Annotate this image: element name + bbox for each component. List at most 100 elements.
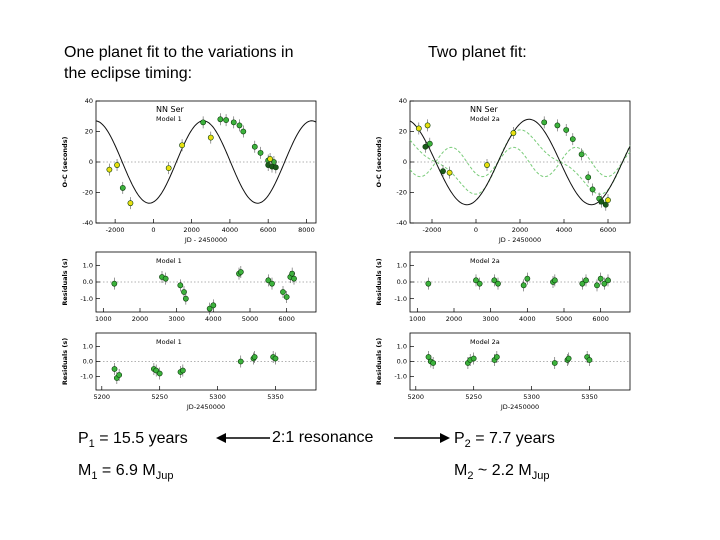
left-oc-chart: -2000 0 2000 4000 6000 8000 -40 -20 0 20 40 JD - 24… <box>61 97 317 244</box>
data-point-green <box>551 277 558 284</box>
chart-subtitle: Model 2a <box>470 257 500 265</box>
y-tick-label: -40 <box>82 219 93 227</box>
y-tick-label: 0 <box>403 158 407 166</box>
data-point-green <box>240 128 247 135</box>
data-point-yellow <box>179 142 185 149</box>
data-point-green <box>495 280 501 287</box>
right-res1-chart: 1000 2000 3000 4000 5000 6000 -1.0 0.0 1.0 Residu… <box>375 251 631 323</box>
data-point-dark <box>422 143 429 150</box>
chart-subtitle: Model 1 <box>156 115 182 123</box>
data-point-green <box>491 277 498 284</box>
right-res1-panel: 1000 2000 3000 4000 5000 6000 -1.0 0.0 1.0 Residu… <box>372 246 636 331</box>
chart-subtitle: Model 1 <box>156 257 182 265</box>
chart-title: NN Ser <box>156 105 185 114</box>
x-tick-label: 5000 <box>242 315 259 323</box>
data-point-dark <box>598 198 605 205</box>
chart-subtitle: Model 1 <box>156 338 182 346</box>
data-point-green <box>554 122 561 129</box>
data-point-yellow <box>484 162 490 168</box>
data-point-green <box>116 372 123 378</box>
data-point-green <box>425 280 432 287</box>
y-tick-label: 0.0 <box>83 358 93 366</box>
data-point-green <box>272 355 279 362</box>
data-point-yellow <box>510 130 517 136</box>
data-point-green <box>541 119 548 126</box>
x-tick-label: 2000 <box>183 226 200 234</box>
data-point-green <box>476 280 483 287</box>
x-tick-label: -2000 <box>423 226 442 234</box>
x-tick-label: 5000 <box>556 315 573 323</box>
fit-curve <box>409 118 631 206</box>
data-point-green <box>181 289 187 295</box>
data-point-green <box>269 280 275 287</box>
y-tick-label: 1.0 <box>397 343 407 351</box>
y-tick-label: 20 <box>399 128 407 136</box>
data-point-green <box>111 366 118 372</box>
data-point-green <box>237 358 244 365</box>
data-point-green <box>426 140 433 147</box>
data-point-green <box>551 360 558 366</box>
data-point-dark <box>440 168 446 175</box>
data-point-green <box>594 282 600 289</box>
x-tick-label: 2000 <box>132 315 149 323</box>
fit-component-1 <box>409 129 631 195</box>
data-point-green <box>236 122 243 129</box>
data-point-green <box>251 143 258 150</box>
data-point-green <box>289 270 296 277</box>
data-point-green <box>470 355 477 362</box>
x-tick-label: 5300 <box>209 393 226 401</box>
data-point-green <box>230 119 237 126</box>
data-point-green <box>524 275 531 282</box>
y-tick-label: -20 <box>396 189 407 197</box>
right-heading: Two planet fit: <box>428 44 527 61</box>
right-res2-chart: 5200 5250 5300 5350 -1.0 0.0 1.0 JD-2450000 Resi… <box>375 332 631 411</box>
data-point-green <box>119 185 126 191</box>
data-point-green <box>589 186 596 193</box>
data-point-green <box>179 367 186 374</box>
data-point-green <box>605 277 611 284</box>
y-axis-label: Residuals (s) <box>61 258 69 305</box>
data-point-green <box>156 370 163 377</box>
period-2-label: P2 = 7.7 years <box>454 430 555 451</box>
data-point-yellow <box>207 134 214 141</box>
arrow-left-icon <box>216 433 270 443</box>
x-tick-label: 0 <box>151 226 155 234</box>
x-axis-label: JD-2450000 <box>500 403 539 411</box>
y-tick-label: 1.0 <box>397 262 407 270</box>
x-tick-label: 1000 <box>409 315 426 323</box>
data-point-yellow <box>415 125 422 132</box>
x-tick-label: 4000 <box>205 315 222 323</box>
data-point-green <box>583 277 589 284</box>
x-tick-label: 5350 <box>581 393 598 401</box>
chart-subtitle: Model 2a <box>470 115 500 123</box>
fit-component-2 <box>409 146 631 178</box>
data-point-yellow <box>605 197 611 204</box>
right-oc-panel: -2000 0 2000 4000 6000 -40 -20 0 20 40 JD - 245000… <box>372 95 636 250</box>
x-tick-label: 6000 <box>600 226 617 234</box>
right-oc-chart: -2000 0 2000 4000 6000 -40 -20 0 20 40 JD - 245000… <box>375 97 631 244</box>
mass-2-label: M2 ~ 2.2 MJup <box>454 462 550 483</box>
y-tick-label: -1.0 <box>394 373 407 381</box>
data-point-green <box>223 117 229 123</box>
period-1-label: P1 = 15.5 years <box>78 430 188 451</box>
x-tick-label: 4000 <box>222 226 239 234</box>
y-axis-label: Residuals (s) <box>61 338 69 385</box>
data-point-green <box>111 280 118 287</box>
left-res2-panel: 5200 5250 5300 5350 -1.0 0.0 1.0 JD-2450000 Resi… <box>58 327 322 417</box>
resonance-label: 2:1 resonance <box>272 429 374 446</box>
left-res2-chart: 5200 5250 5300 5350 -1.0 0.0 1.0 JD-2450000 Resi… <box>61 332 317 411</box>
data-point-yellow <box>424 122 431 129</box>
y-tick-label: -1.0 <box>394 295 407 303</box>
x-tick-label: 0 <box>474 226 478 234</box>
x-tick-label: 8000 <box>298 226 315 234</box>
left-heading-line1: One planet fit to the variations in <box>64 44 294 61</box>
y-tick-label: 0.0 <box>83 278 93 286</box>
data-point-green <box>565 355 572 362</box>
data-point-green <box>177 282 184 289</box>
data-point-green <box>520 282 527 289</box>
y-tick-label: -20 <box>82 189 93 197</box>
data-point-green <box>563 127 570 133</box>
x-tick-label: 3000 <box>168 315 185 323</box>
x-tick-label: 5250 <box>465 393 482 401</box>
y-tick-label: 0.0 <box>397 278 407 286</box>
